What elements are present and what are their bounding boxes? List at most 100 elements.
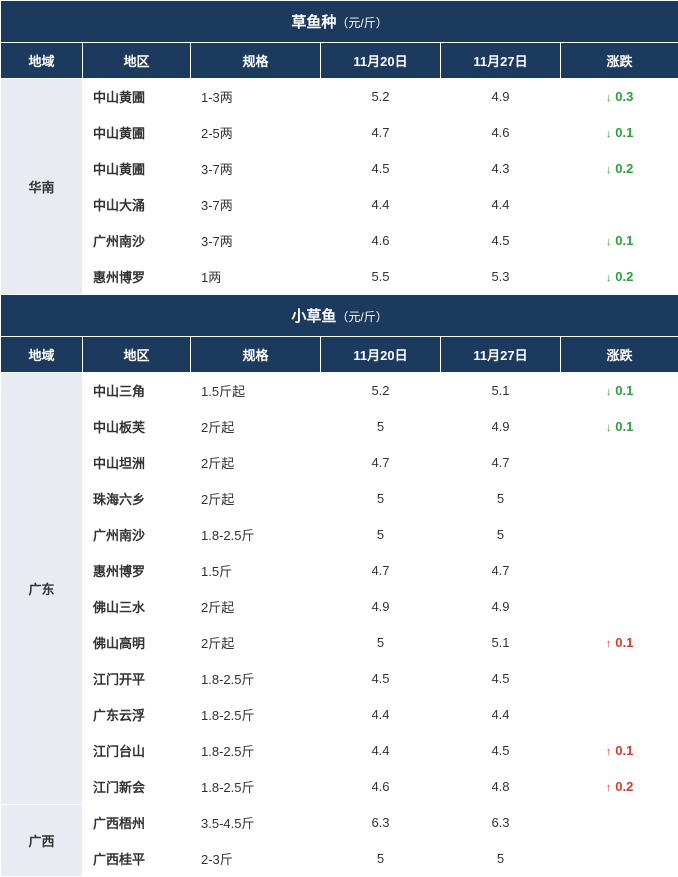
location-cell: 佛山高明 — [83, 625, 191, 661]
date2-cell: 6.3 — [441, 805, 561, 841]
col-header-1: 地区 — [83, 43, 191, 79]
date1-cell: 4.4 — [321, 733, 441, 769]
spec-cell: 1-3两 — [191, 79, 321, 115]
change-cell — [561, 481, 678, 517]
table-row: 惠州博罗1.5斤4.74.7 — [1, 553, 678, 589]
title-unit: （元/斤） — [336, 310, 387, 324]
table-row: 惠州博罗1两5.55.3↓0.2 — [1, 259, 678, 295]
date2-cell: 4.4 — [441, 187, 561, 223]
date1-cell: 5.5 — [321, 259, 441, 295]
table-row: 珠海六乡2斤起55 — [1, 481, 678, 517]
date1-cell: 4.5 — [321, 151, 441, 187]
col-header-2: 规格 — [191, 337, 321, 373]
location-cell: 广西桂平 — [83, 841, 191, 877]
date1-cell: 4.7 — [321, 553, 441, 589]
spec-cell: 1.8-2.5斤 — [191, 697, 321, 733]
spec-cell: 2斤起 — [191, 481, 321, 517]
location-cell: 中山三角 — [83, 373, 191, 409]
spec-cell: 1.8-2.5斤 — [191, 517, 321, 553]
table-row: 中山黄圃2-5两4.74.6↓0.1 — [1, 115, 678, 151]
date1-cell: 4.7 — [321, 115, 441, 151]
col-header-3: 11月20日 — [321, 43, 441, 79]
col-header-5: 涨跌 — [561, 337, 678, 373]
date1-cell: 4.6 — [321, 223, 441, 259]
table-row: 广西广西梧州3.5-4.5斤6.36.3 — [1, 805, 678, 841]
change-cell — [561, 517, 678, 553]
location-cell: 中山黄圃 — [83, 115, 191, 151]
change-cell: ↑0.1 — [561, 625, 678, 661]
table-row: 广东中山三角1.5斤起5.25.1↓0.1 — [1, 373, 678, 409]
date1-cell: 5 — [321, 625, 441, 661]
spec-cell: 1两 — [191, 259, 321, 295]
date2-cell: 5 — [441, 517, 561, 553]
change-cell: ↓0.1 — [561, 373, 678, 409]
change-cell: ↓0.1 — [561, 115, 678, 151]
col-header-5: 涨跌 — [561, 43, 678, 79]
table-row: 江门台山1.8-2.5斤4.44.5↑0.1 — [1, 733, 678, 769]
title-text: 草鱼种 — [291, 14, 336, 31]
date1-cell: 4.4 — [321, 187, 441, 223]
section-title: 草鱼种（元/斤） — [1, 1, 678, 43]
date2-cell: 4.9 — [441, 589, 561, 625]
spec-cell: 2斤起 — [191, 589, 321, 625]
change-cell: ↑0.2 — [561, 769, 678, 805]
spec-cell: 2-3斤 — [191, 841, 321, 877]
region-cell: 华南 — [1, 79, 83, 295]
date1-cell: 4.9 — [321, 589, 441, 625]
table-row: 中山坦洲2斤起4.74.7 — [1, 445, 678, 481]
col-header-4: 11月27日 — [441, 43, 561, 79]
spec-cell: 1.8-2.5斤 — [191, 661, 321, 697]
spec-cell: 3-7两 — [191, 187, 321, 223]
col-header-3: 11月20日 — [321, 337, 441, 373]
up-arrow-icon: ↑0.1 — [606, 635, 634, 650]
date2-cell: 4.9 — [441, 79, 561, 115]
location-cell: 珠海六乡 — [83, 481, 191, 517]
location-cell: 惠州博罗 — [83, 553, 191, 589]
table-row: 中山大涌3-7两4.44.4 — [1, 187, 678, 223]
change-cell: ↓0.3 — [561, 79, 678, 115]
change-cell — [561, 661, 678, 697]
location-cell: 佛山三水 — [83, 589, 191, 625]
location-cell: 中山坦洲 — [83, 445, 191, 481]
table-row: 广东云浮1.8-2.5斤4.44.4 — [1, 697, 678, 733]
change-cell: ↓0.1 — [561, 223, 678, 259]
down-arrow-icon: ↓0.1 — [606, 383, 634, 398]
location-cell: 广东云浮 — [83, 697, 191, 733]
col-header-4: 11月27日 — [441, 337, 561, 373]
location-cell: 惠州博罗 — [83, 259, 191, 295]
up-arrow-icon: ↑0.1 — [606, 743, 634, 758]
change-cell — [561, 553, 678, 589]
change-cell — [561, 589, 678, 625]
date2-cell: 4.7 — [441, 553, 561, 589]
col-header-0: 地域 — [1, 43, 83, 79]
date2-cell: 5.1 — [441, 625, 561, 661]
date1-cell: 4.7 — [321, 445, 441, 481]
date1-cell: 6.3 — [321, 805, 441, 841]
change-cell: ↓0.2 — [561, 259, 678, 295]
date2-cell: 4.7 — [441, 445, 561, 481]
date2-cell: 4.4 — [441, 697, 561, 733]
table-row: 佛山三水2斤起4.94.9 — [1, 589, 678, 625]
spec-cell: 1.5斤 — [191, 553, 321, 589]
table-row: 广西桂平2-3斤55 — [1, 841, 678, 877]
date2-cell: 4.5 — [441, 733, 561, 769]
region-cell: 广东 — [1, 373, 83, 805]
date2-cell: 4.8 — [441, 769, 561, 805]
col-header-0: 地域 — [1, 337, 83, 373]
change-cell — [561, 445, 678, 481]
date1-cell: 5.2 — [321, 373, 441, 409]
date1-cell: 4.5 — [321, 661, 441, 697]
spec-cell: 2-5两 — [191, 115, 321, 151]
date2-cell: 5.1 — [441, 373, 561, 409]
date2-cell: 5.3 — [441, 259, 561, 295]
title-text: 小草鱼 — [291, 308, 336, 325]
change-cell — [561, 805, 678, 841]
location-cell: 中山黄圃 — [83, 151, 191, 187]
down-arrow-icon: ↓0.1 — [606, 419, 634, 434]
price-table: 草鱼种（元/斤）地域地区规格11月20日11月27日涨跌华南中山黄圃1-3两5.… — [0, 0, 678, 877]
location-cell: 中山大涌 — [83, 187, 191, 223]
change-cell: ↓0.1 — [561, 409, 678, 445]
location-cell: 广州南沙 — [83, 223, 191, 259]
change-cell — [561, 841, 678, 877]
title-unit: （元/斤） — [336, 16, 387, 30]
